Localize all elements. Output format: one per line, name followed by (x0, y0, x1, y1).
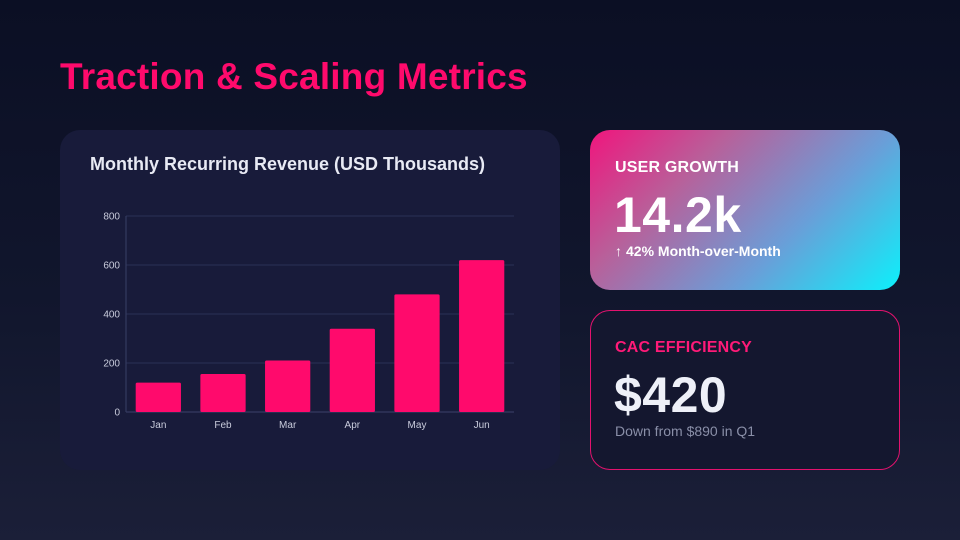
cac-efficiency-label: CAC EFFICIENCY (615, 339, 753, 356)
cac-efficiency-card: CAC EFFICIENCY $420 Down from $890 in Q1 (590, 310, 900, 470)
user-growth-change-text: 42% Month-over-Month (626, 243, 781, 259)
y-tick-label: 600 (103, 261, 120, 272)
user-growth-label: USER GROWTH (615, 159, 739, 176)
cac-efficiency-value: $420 (614, 367, 728, 423)
cac-efficiency-note: Down from $890 in Q1 (615, 423, 756, 439)
page-title: Traction & Scaling Metrics (60, 56, 528, 97)
user-growth-value: 14.2k (614, 187, 742, 243)
x-tick-label: May (408, 420, 427, 431)
y-tick-label: 800 (103, 212, 120, 223)
y-tick-label: 200 (103, 359, 120, 370)
x-tick-label: Mar (279, 420, 297, 431)
x-tick-label: Jan (150, 420, 166, 431)
x-tick-label: Jun (474, 420, 490, 431)
bar-jan (135, 382, 181, 412)
x-tick-label: Feb (214, 420, 232, 431)
bar-jun (459, 260, 505, 412)
bar-may (394, 294, 440, 412)
x-tick-label: Apr (345, 420, 361, 431)
bar-mar (265, 360, 311, 412)
bar-apr (329, 328, 375, 412)
arrow-up-icon: ↑ (615, 243, 622, 259)
user-growth-card: USER GROWTH 14.2k ↑ 42% Month-over-Month (590, 130, 900, 290)
mrr-bar-chart: 0 200 400 600 800 Jan Feb Mar Apr May Jun (103, 212, 514, 431)
bar-feb (200, 374, 246, 412)
mrr-chart-card: Monthly Recurring Revenue (USD Thousands… (60, 130, 560, 470)
chart-title: Monthly Recurring Revenue (USD Thousands… (90, 154, 486, 174)
y-tick-label: 400 (103, 310, 120, 321)
y-tick-label: 0 (114, 408, 120, 419)
user-growth-change: ↑ 42% Month-over-Month (615, 243, 781, 259)
